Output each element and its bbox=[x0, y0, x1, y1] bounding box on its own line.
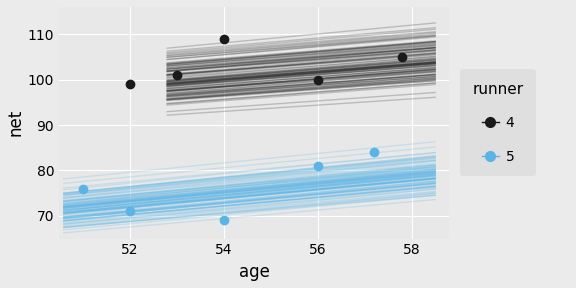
X-axis label: age: age bbox=[238, 263, 270, 281]
Y-axis label: net: net bbox=[7, 109, 25, 137]
Legend: 4, 5: 4, 5 bbox=[460, 69, 536, 176]
